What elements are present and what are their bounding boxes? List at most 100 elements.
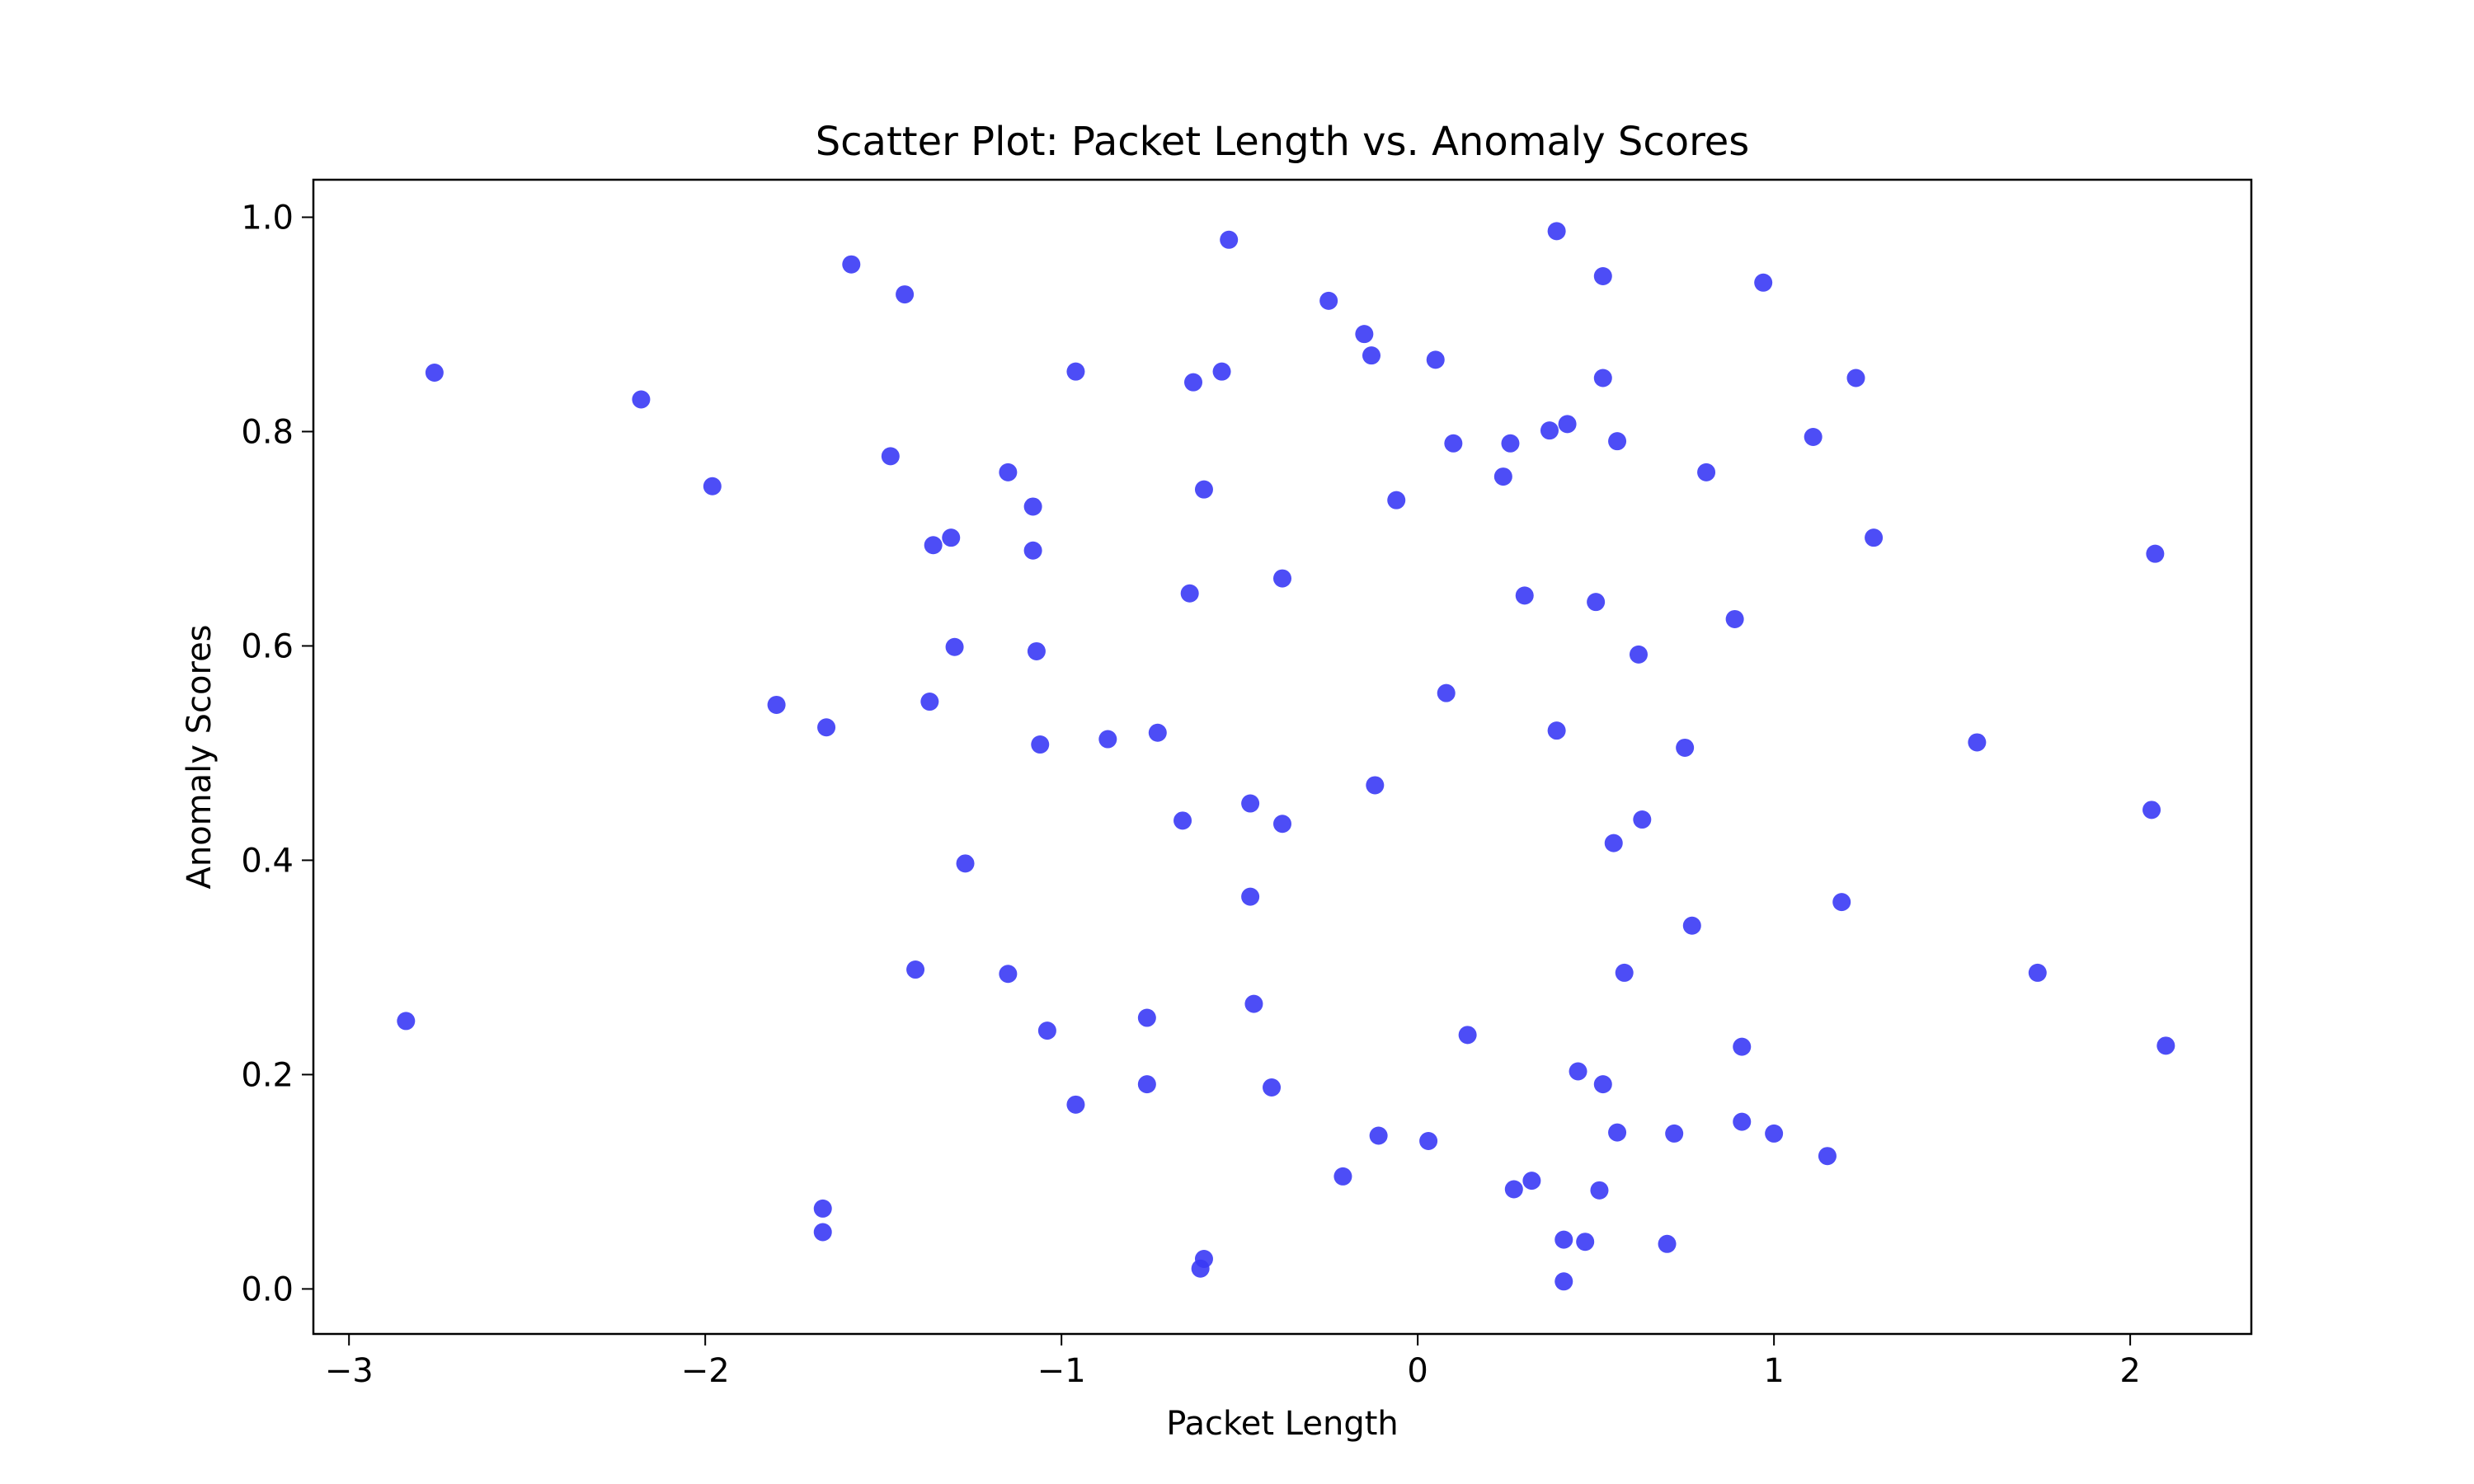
y-tick-label: 0.2 — [241, 1056, 294, 1094]
y-tick-label: 0.6 — [241, 627, 294, 665]
scatter-point — [1174, 811, 1192, 830]
scatter-point — [1333, 1167, 1352, 1186]
scatter-point — [1194, 480, 1213, 499]
scatter-point — [906, 960, 925, 979]
scatter-point — [1804, 427, 1823, 446]
scatter-point — [1184, 373, 1203, 392]
scatter-point — [1658, 1234, 1677, 1253]
scatter-point — [425, 363, 444, 382]
scatter-point — [1676, 738, 1695, 757]
scatter-point — [817, 718, 836, 737]
plot-area-frame — [312, 178, 2253, 1336]
scatter-point — [1593, 1075, 1612, 1094]
scatter-point — [1023, 497, 1042, 516]
scatter-point — [920, 693, 939, 711]
scatter-point — [1437, 683, 1456, 702]
scatter-point — [1194, 1250, 1213, 1269]
scatter-point — [1212, 362, 1231, 381]
y-tick-label: 0.0 — [241, 1270, 294, 1308]
scatter-point — [767, 695, 786, 714]
scatter-point — [1263, 1078, 1282, 1097]
scatter-point — [2028, 963, 2047, 982]
scatter-point — [1733, 1112, 1752, 1131]
scatter-point — [1387, 491, 1406, 510]
chart-title: Scatter Plot: Packet Length vs. Anomaly … — [816, 119, 1750, 165]
scatter-point — [1241, 887, 1260, 906]
scatter-point — [632, 390, 651, 409]
x-tick-label: 1 — [1763, 1352, 1784, 1390]
x-axis-ticks: −3 −2 −1 0 1 2 — [325, 1334, 2141, 1390]
scatter-point — [1031, 735, 1050, 754]
scatter-point — [813, 1223, 832, 1242]
scatter-point — [1426, 350, 1445, 369]
scatter-point — [999, 965, 1018, 984]
scatter-point — [956, 854, 975, 873]
scatter-point — [881, 447, 900, 466]
scatter-point — [1608, 1123, 1627, 1142]
scatter-point — [1754, 273, 1773, 292]
y-tick-label: 0.4 — [241, 842, 294, 880]
scatter-point — [1593, 369, 1612, 387]
scatter-point — [1366, 776, 1385, 795]
scatter-point — [1587, 593, 1606, 612]
scatter-point — [1633, 810, 1652, 829]
scatter-point — [1515, 586, 1534, 605]
scatter-point — [1522, 1172, 1541, 1190]
scatter-point — [1968, 733, 1987, 752]
x-tick-label: −1 — [1037, 1352, 1086, 1390]
scatter-point — [999, 463, 1018, 481]
scatter-point — [1355, 325, 1374, 344]
scatter-point — [1590, 1181, 1609, 1200]
scatter-point — [942, 528, 961, 547]
scatter-point — [1369, 1126, 1388, 1145]
scatter-point — [1027, 641, 1046, 660]
x-tick-label: −3 — [325, 1352, 374, 1390]
scatter-point — [1098, 730, 1117, 749]
scatter-point — [813, 1199, 832, 1218]
scatter-point — [1501, 434, 1520, 453]
scatter-point — [842, 255, 861, 274]
scatter-point — [1832, 893, 1851, 912]
scatter-point — [1665, 1124, 1684, 1143]
scatter-point — [1504, 1180, 1523, 1199]
scatter-point — [1697, 463, 1716, 481]
y-axis-ticks: 0.0 0.2 0.4 0.6 0.8 1.0 — [241, 199, 313, 1308]
scatter-point — [1765, 1124, 1784, 1143]
scatter-point — [1593, 266, 1612, 285]
scatter-point — [945, 637, 964, 656]
scatter-point — [1846, 369, 1865, 387]
scatter-point — [896, 285, 915, 304]
x-axis-label: Packet Length — [1166, 1405, 1399, 1443]
scatter-point — [1180, 584, 1199, 603]
scatter-point — [1023, 541, 1042, 560]
scatter-point — [1682, 916, 1701, 935]
y-tick-label: 0.8 — [241, 413, 294, 451]
scatter-point — [1137, 1008, 1156, 1027]
y-tick-label: 1.0 — [241, 199, 294, 237]
scatter-point — [1241, 794, 1260, 813]
scatter-point — [1604, 834, 1623, 852]
scatter-point — [1547, 721, 1566, 740]
x-tick-label: 2 — [2119, 1352, 2140, 1390]
scatter-point — [1244, 994, 1263, 1013]
scatter-point — [1547, 222, 1566, 241]
scatter-point — [1818, 1147, 1837, 1166]
scatter-point — [1558, 415, 1577, 434]
scatter-point — [1569, 1062, 1587, 1081]
scatter-point — [1865, 528, 1884, 547]
scatter-point — [1458, 1026, 1477, 1045]
scatter-point — [1554, 1272, 1573, 1291]
scatter-point — [1273, 569, 1291, 588]
scatter-point — [1037, 1021, 1056, 1040]
scatter-point — [2157, 1036, 2175, 1055]
scatter-point — [1066, 362, 1085, 381]
scatter-point — [1608, 432, 1627, 451]
scatter-point — [397, 1012, 416, 1031]
scatter-point — [703, 477, 722, 495]
x-tick-label: 0 — [1407, 1352, 1427, 1390]
scatter-point — [1554, 1230, 1573, 1249]
scatter-point — [1066, 1095, 1085, 1114]
scatter-point — [2146, 544, 2165, 563]
